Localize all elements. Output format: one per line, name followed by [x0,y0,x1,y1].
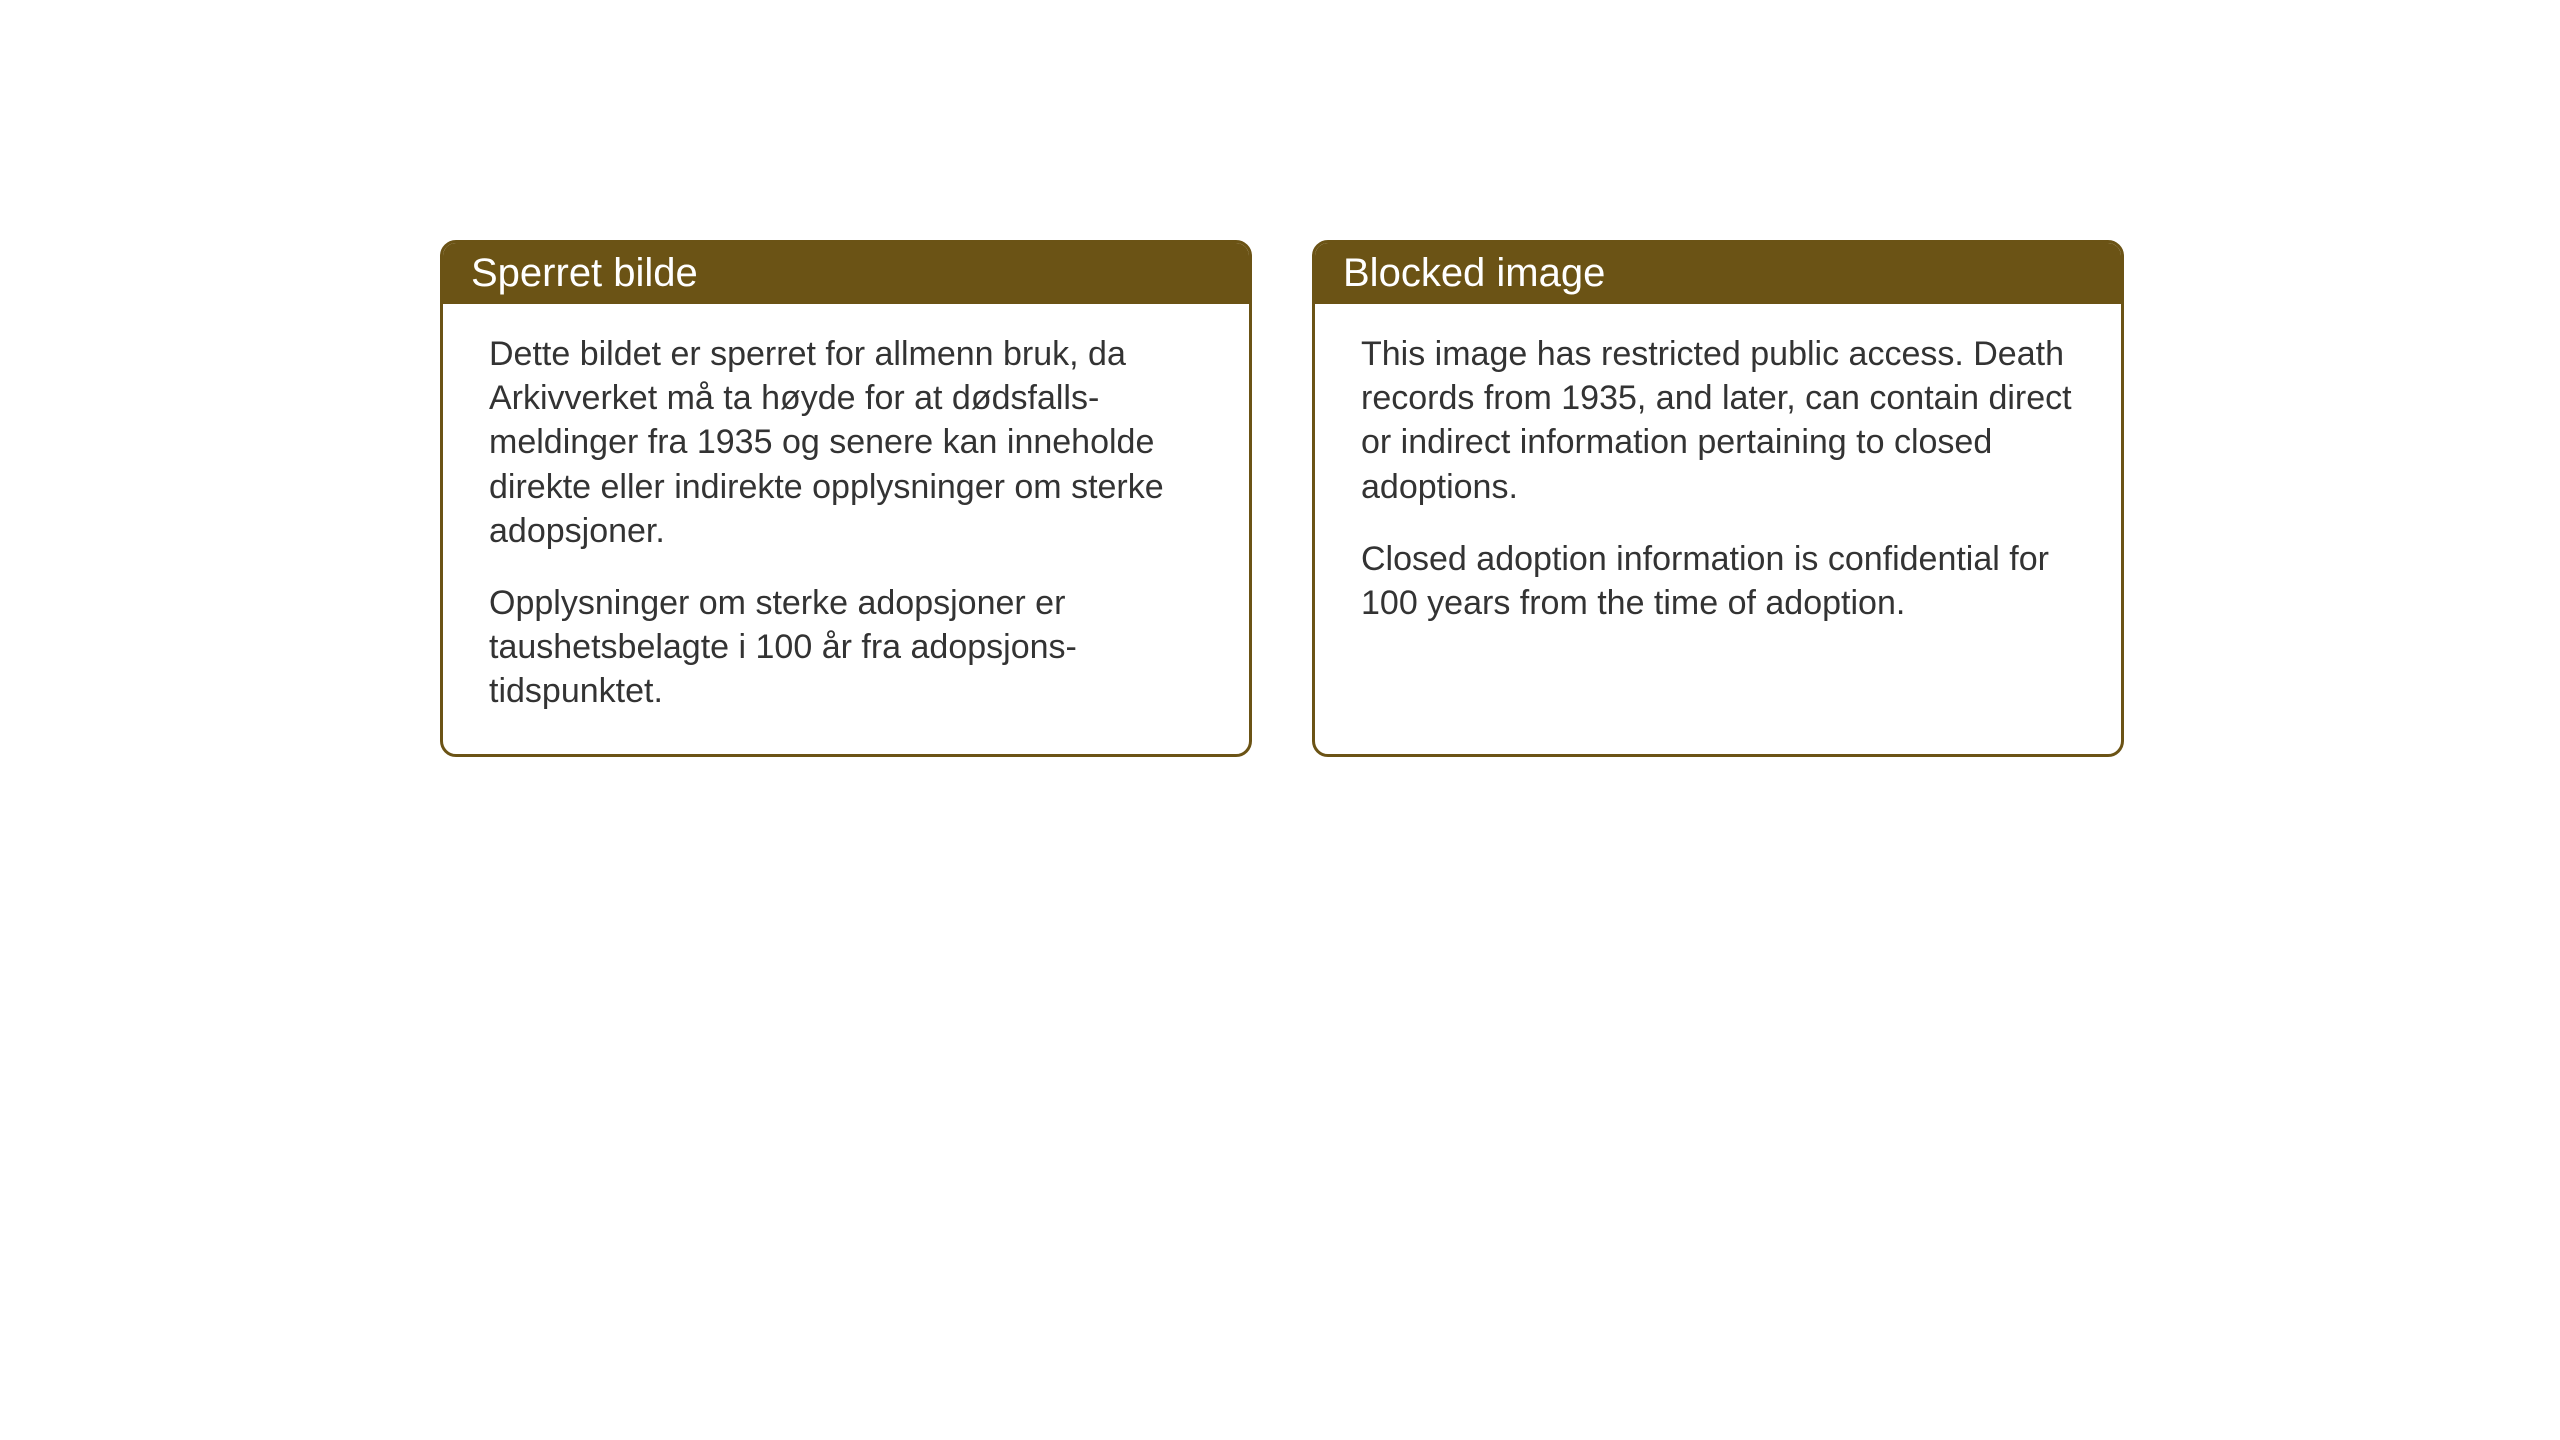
card-norwegian: Sperret bilde Dette bildet er sperret fo… [440,240,1252,757]
card-body-english: This image has restricted public access.… [1315,304,2121,665]
card-paragraph1-english: This image has restricted public access.… [1361,332,2075,509]
card-title-norwegian: Sperret bilde [471,251,698,295]
card-paragraph2-english: Closed adoption information is confident… [1361,537,2075,625]
card-paragraph1-norwegian: Dette bildet er sperret for allmenn bruk… [489,332,1203,553]
card-title-english: Blocked image [1343,251,1605,295]
card-header-norwegian: Sperret bilde [443,243,1249,304]
card-paragraph2-norwegian: Opplysninger om sterke adopsjoner er tau… [489,581,1203,714]
cards-container: Sperret bilde Dette bildet er sperret fo… [0,0,2560,757]
card-english: Blocked image This image has restricted … [1312,240,2124,757]
card-header-english: Blocked image [1315,243,2121,304]
card-body-norwegian: Dette bildet er sperret for allmenn bruk… [443,304,1249,754]
